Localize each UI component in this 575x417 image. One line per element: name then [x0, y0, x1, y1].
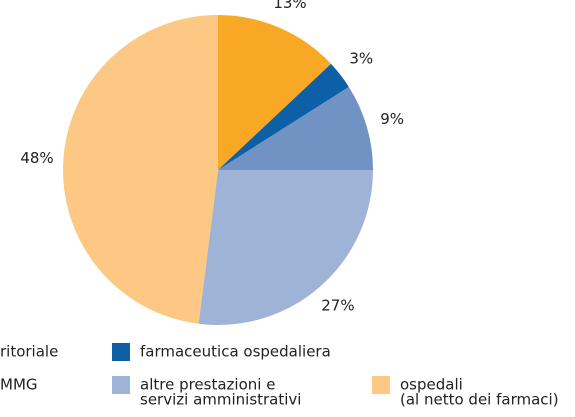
pie-slice [62, 15, 219, 324]
pie-slice [218, 15, 331, 170]
pie-slice [218, 86, 373, 170]
legend-label: MMG [0, 376, 38, 394]
legend-swatch [112, 376, 130, 394]
legend-swatch [112, 343, 130, 361]
legend-label: (al netto dei farmaci) [400, 391, 559, 409]
slice-label: 3% [349, 49, 373, 67]
slice-label: 27% [321, 297, 354, 315]
legend-label: altre prestazioni e [140, 376, 275, 394]
legend-label: ritoriale [0, 343, 58, 361]
legend-label: farmaceutica ospedaliera [140, 343, 331, 361]
pie-slice [218, 63, 349, 170]
slice-label: 13% [273, 0, 306, 12]
legend-label: servizi amministrativi [140, 391, 301, 409]
legend-swatch [372, 376, 390, 394]
slice-label: 48% [20, 149, 53, 167]
slice-label: 9% [380, 110, 404, 128]
legend-label: ospedali [400, 376, 463, 394]
pie-slice [198, 170, 373, 326]
